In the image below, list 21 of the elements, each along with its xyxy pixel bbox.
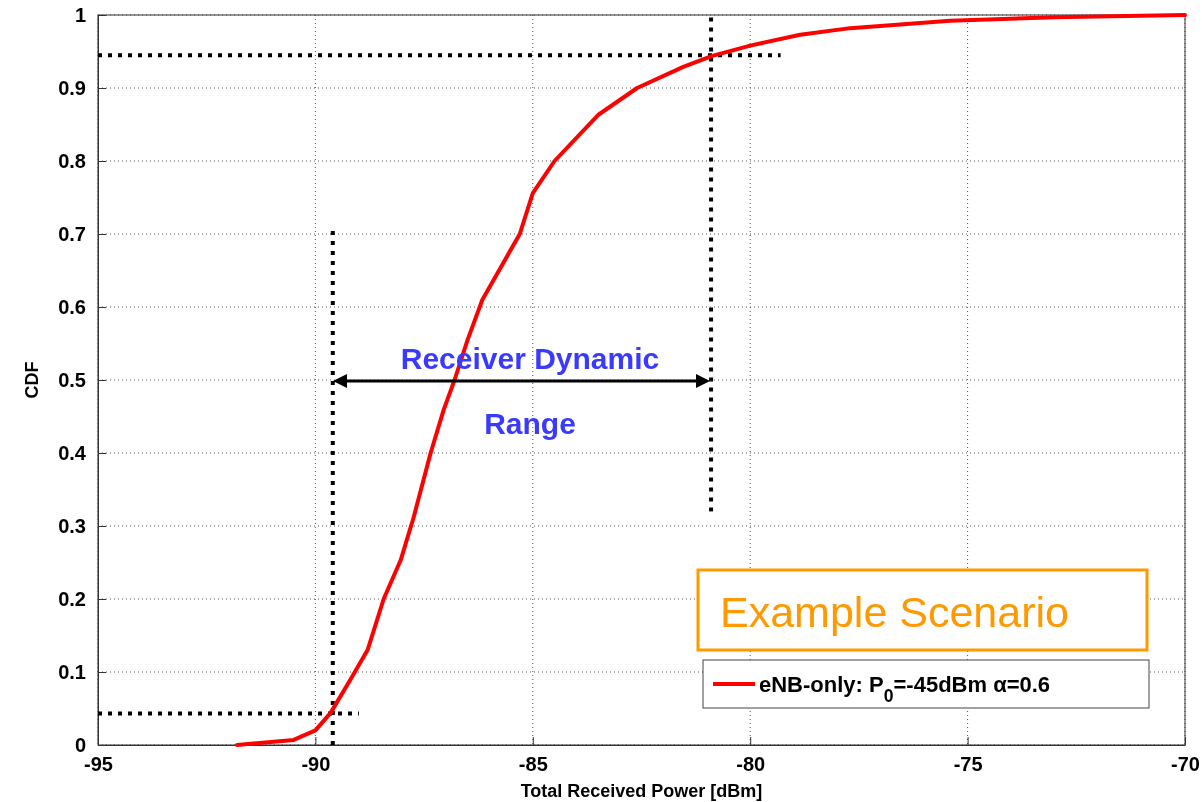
y-tick-label: 0.1 (58, 660, 86, 683)
x-axis-title: Total Received Power [dBm] (520, 781, 763, 801)
y-tick-label: 0.7 (58, 222, 86, 245)
y-tick-label: 0.2 (58, 587, 86, 610)
x-tick-label: -80 (736, 753, 766, 776)
legend-label: eNB-only: P$_{0}$=-45dBm α=0.6 (759, 672, 1051, 706)
x-tick-label: -90 (301, 753, 331, 776)
y-tick-label: 0.5 (58, 368, 86, 391)
x-tick-label: -85 (518, 753, 548, 776)
y-tick-label: 0.4 (58, 441, 87, 464)
y-tick-label: 0.6 (58, 295, 86, 318)
y-axis-title: CDF (22, 361, 42, 399)
y-tick-label: 0 (74, 733, 86, 756)
x-tick-label: -75 (953, 753, 983, 776)
x-tick-label: -70 (1171, 753, 1200, 776)
y-tick-label: 0.3 (58, 514, 86, 537)
y-tick-label: 0.8 (58, 149, 86, 172)
y-tick-label: 0.9 (58, 76, 86, 99)
x-tick-label: -95 (84, 753, 113, 776)
annotation: Example Scenario (720, 588, 1069, 636)
y-tick-label: 1 (74, 3, 86, 26)
